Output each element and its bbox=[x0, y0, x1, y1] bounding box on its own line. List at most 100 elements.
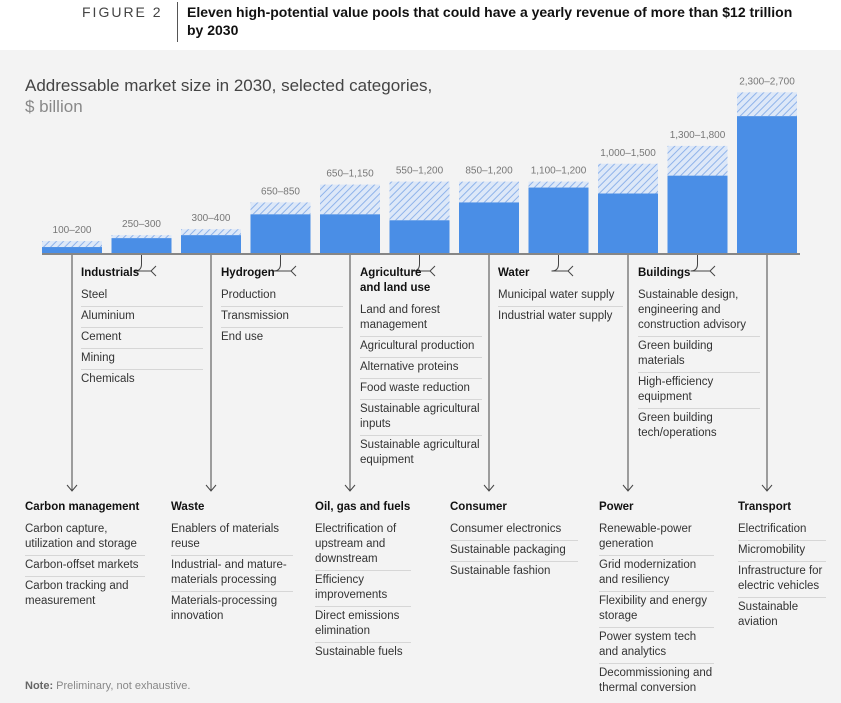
arrowhead-down-icon bbox=[483, 484, 495, 492]
bar-range-label: 650–1,150 bbox=[326, 169, 374, 180]
figure-label: FIGURE 2 bbox=[82, 4, 163, 20]
subcategory-item: Sustainable fuels bbox=[315, 646, 403, 658]
figure-header: FIGURE 2 Eleven high-potential value poo… bbox=[0, 0, 841, 48]
bar-low-value bbox=[250, 214, 311, 253]
subcategory-item: Green building materials bbox=[638, 337, 760, 373]
arrowhead-down-icon bbox=[622, 484, 634, 492]
subcategory-item: Alternative proteins bbox=[360, 358, 482, 379]
bottom_columns-column: Consumer Consumer electronics Sustainable … bbox=[450, 500, 578, 582]
category-heading: Power bbox=[599, 501, 634, 513]
subcategory-item: Materials-processing innovation bbox=[171, 595, 278, 622]
subcategory-item: Sustainable packaging bbox=[450, 541, 578, 562]
arrowhead-left-icon bbox=[150, 265, 157, 277]
subcategory-item: End use bbox=[221, 331, 264, 343]
bar-range-hatch bbox=[459, 181, 519, 203]
subcategory-item: Production bbox=[221, 286, 343, 307]
bar-range-hatch bbox=[111, 235, 172, 239]
curved-arrow-line bbox=[551, 255, 568, 272]
subcategory-item: Power system tech and analytics bbox=[599, 628, 714, 664]
subcategory-item: Sustainable aviation bbox=[738, 601, 799, 628]
category-heading: Industrials bbox=[81, 267, 140, 279]
bar-low-value bbox=[667, 175, 728, 253]
subcategory-item: Grid modernization and resiliency bbox=[599, 556, 714, 592]
top_columns-column: Hydrogen Production Transmission End use bbox=[221, 266, 343, 348]
bar-range-label: 100–200 bbox=[53, 225, 92, 236]
bar-range-hatch bbox=[528, 181, 589, 188]
bar-range-label: 300–400 bbox=[192, 213, 231, 224]
bar-range-label: 1,000–1,500 bbox=[600, 148, 656, 159]
top_columns-column: Industrials Steel Aluminium Cement Mining Che… bbox=[81, 266, 203, 390]
arrowhead-down-icon bbox=[205, 484, 217, 492]
arrowhead-down-icon bbox=[344, 484, 356, 492]
bar-range-label: 250–300 bbox=[122, 219, 161, 230]
curved-arrow-line bbox=[134, 255, 151, 272]
arrowhead-left-icon bbox=[567, 265, 574, 277]
bar-range-label: 1,100–1,200 bbox=[531, 166, 587, 177]
bar-range-hatch bbox=[598, 163, 658, 194]
subcategory-item: Sustainable agricultural inputs bbox=[360, 400, 482, 436]
subcategory-item: Transmission bbox=[221, 307, 343, 328]
curved-arrow-line bbox=[690, 255, 710, 272]
subcategory-item: Mining bbox=[81, 349, 203, 370]
bar-low-value bbox=[389, 220, 450, 253]
subcategory-item: High-efficiency equipment bbox=[638, 373, 760, 409]
subcategory-item: Chemicals bbox=[81, 373, 135, 385]
subcategory-item: Carbon-offset markets bbox=[25, 556, 145, 577]
bar-range-hatch bbox=[181, 229, 241, 236]
subcategory-item: Electrification of upstream and downstre… bbox=[315, 520, 411, 571]
category-heading: Consumer bbox=[450, 501, 507, 513]
category-heading: Water bbox=[498, 267, 530, 279]
chart-unit: $ billion bbox=[25, 97, 83, 116]
subcategory-item: Decommissioning and thermal conversion bbox=[599, 667, 713, 694]
bar-low-value bbox=[737, 116, 797, 254]
subcategory-item: Efficiency improvements bbox=[315, 571, 411, 607]
bar-range-hatch bbox=[250, 202, 311, 215]
bar-range-hatch bbox=[667, 145, 728, 176]
note-text: Preliminary, not exhaustive. bbox=[56, 680, 191, 692]
bottom_columns-column: Transport Electrification Micromobility Inf… bbox=[738, 500, 826, 633]
subcategory-item: Sustainable design, engineering and cons… bbox=[638, 286, 760, 337]
bar-range-label: 850–1,200 bbox=[465, 166, 513, 177]
category-heading: Transport bbox=[738, 501, 792, 513]
category-heading: Waste bbox=[171, 501, 205, 513]
chart-note: Note: Preliminary, not exhaustive. bbox=[25, 680, 190, 692]
category-heading: Agriculture and land use bbox=[360, 267, 431, 294]
subcategory-item: Enablers of materials reuse bbox=[171, 520, 293, 556]
bottom_columns-column: Carbon management Carbon capture, utiliza… bbox=[25, 500, 145, 612]
bar-range-label: 2,300–2,700 bbox=[739, 76, 795, 87]
bar-low-value bbox=[111, 238, 172, 253]
bottom_columns-column: Oil, gas and fuels Electrification of ups… bbox=[315, 500, 411, 663]
subcategory-item: Land and forest management bbox=[360, 301, 482, 337]
bar-range-hatch bbox=[320, 184, 380, 215]
category-heading: Buildings bbox=[638, 267, 691, 279]
arrowhead-left-icon bbox=[709, 265, 716, 277]
bar-range-hatch bbox=[737, 92, 797, 117]
bar-low-value bbox=[598, 193, 658, 253]
subcategory-item: Industrial- and mature-materials process… bbox=[171, 556, 293, 592]
subcategory-item: Food waste reduction bbox=[360, 379, 482, 400]
subcategory-item: Electrification bbox=[738, 520, 826, 541]
header-divider bbox=[177, 2, 178, 42]
arrowhead-down-icon bbox=[761, 484, 773, 492]
category-heading: Carbon management bbox=[25, 501, 140, 513]
bar-low-value bbox=[320, 214, 380, 253]
note-label: Note: bbox=[25, 680, 54, 692]
bottom_columns-column: Power Renewable-power generation Grid mode… bbox=[599, 500, 714, 699]
subcategory-item: Infrastructure for electric vehicles bbox=[738, 562, 826, 598]
top_columns-column: Agriculture and land use Land and forest … bbox=[360, 266, 482, 471]
arrowhead-down-icon bbox=[66, 484, 78, 492]
subcategory-item: Carbon capture, utilization and storage bbox=[25, 520, 145, 556]
chart-title: Addressable market size in 2030, selecte… bbox=[25, 76, 433, 95]
bar-range-hatch bbox=[389, 181, 450, 221]
top_columns-column: Water Municipal water supply Industrial wa… bbox=[498, 266, 623, 327]
bar-range-label: 550–1,200 bbox=[396, 166, 444, 177]
bar-low-value bbox=[42, 247, 102, 253]
curved-arrow-line bbox=[273, 255, 291, 272]
arrowhead-left-icon bbox=[429, 265, 436, 277]
bar-range-label: 1,300–1,800 bbox=[670, 130, 726, 141]
bar-low-value bbox=[459, 202, 519, 253]
subcategory-item: Agricultural production bbox=[360, 337, 482, 358]
curved-arrow-line bbox=[412, 255, 430, 272]
bottom_columns-column: Waste Enablers of materials reuse Industri… bbox=[171, 500, 293, 627]
